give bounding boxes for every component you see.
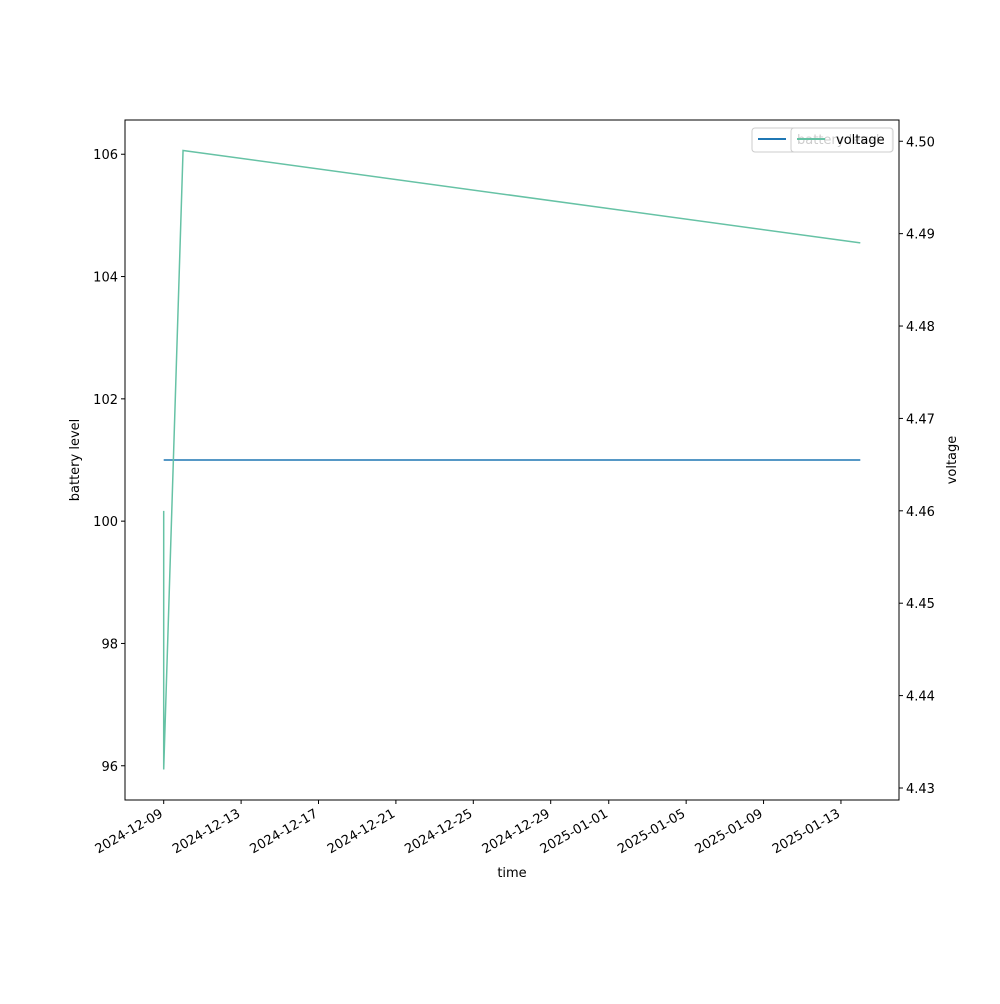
y-tick-label: 104 [93,271,118,286]
x-tick-label: 2025-01-13 [770,806,843,857]
legend-box [790,127,894,153]
x-tick-label: 2025-01-05 [615,806,688,857]
y-axis-label: battery level [68,419,83,502]
y-tick-label: 106 [93,148,118,163]
y2-tick-label: 4.48 [906,320,935,335]
legend-label: voltage [836,133,885,148]
x-tick-label: 2024-12-13 [170,806,243,857]
y2-tick-label: 4.44 [906,690,935,705]
y2-axis-label: voltage [945,436,960,485]
x-tick-label: 2025-01-09 [693,806,766,857]
y2-tick-label: 4.49 [906,228,935,243]
y-tick-label: 96 [101,760,118,775]
y2-tick-label: 4.43 [906,782,935,797]
y-tick-label: 98 [101,637,118,652]
y2-tick-label: 4.47 [906,412,935,427]
y-tick-label: 102 [93,393,118,408]
series-line [162,149,861,770]
x-tick-label: 2024-12-17 [248,806,321,857]
y2-tick-label: 4.50 [906,135,935,150]
x-tick-label: 2024-12-21 [325,806,398,857]
y-tick-label: 100 [93,515,118,530]
plot-frame [124,119,900,801]
x-axis-label: time [497,866,526,881]
x-tick-label: 2024-12-25 [402,806,475,857]
y2-tick-label: 4.46 [906,505,935,520]
y2-tick-label: 4.45 [906,597,935,612]
x-tick-label: 2024-12-09 [93,806,166,857]
